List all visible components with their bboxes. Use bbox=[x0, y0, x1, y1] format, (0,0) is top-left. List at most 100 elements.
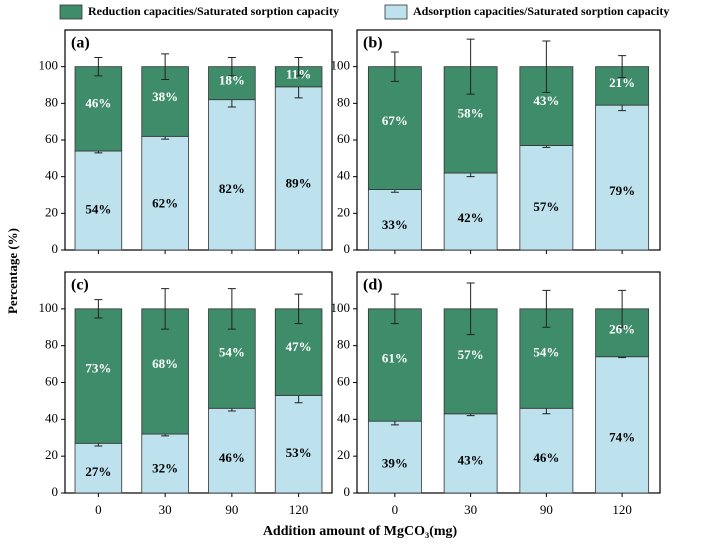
panel-label: (d) bbox=[363, 277, 383, 294]
error-bar bbox=[94, 57, 103, 77]
bar-segment bbox=[595, 104, 650, 251]
panel-label: (c) bbox=[71, 277, 89, 294]
y-tick-label: 60 bbox=[337, 373, 350, 388]
value-label: 33% bbox=[382, 217, 408, 232]
y-tick-label: 60 bbox=[45, 131, 58, 146]
value-label: 26% bbox=[609, 321, 635, 336]
error-bar bbox=[94, 299, 103, 319]
value-label: 11% bbox=[286, 67, 311, 82]
value-label: 79% bbox=[609, 183, 635, 198]
y-tick-label: 0 bbox=[344, 484, 351, 499]
value-label: 21% bbox=[609, 75, 635, 90]
legend-swatch bbox=[59, 4, 83, 20]
bar-segment bbox=[367, 189, 422, 251]
y-tick-label: 0 bbox=[344, 241, 351, 256]
panel-label: (b) bbox=[363, 35, 383, 52]
value-label: 47% bbox=[286, 339, 312, 354]
value-label: 54% bbox=[85, 201, 111, 216]
error-bar bbox=[161, 288, 170, 330]
y-tick-label: 0 bbox=[52, 241, 59, 256]
y-tick-label: 100 bbox=[331, 300, 351, 315]
value-label: 27% bbox=[85, 464, 111, 479]
value-label: 43% bbox=[533, 93, 559, 108]
bar-segment bbox=[367, 66, 422, 190]
error-bar bbox=[161, 53, 170, 80]
error-bar bbox=[294, 57, 303, 77]
value-label: 68% bbox=[152, 356, 178, 371]
error-bar bbox=[542, 40, 551, 93]
value-label: 43% bbox=[458, 452, 484, 467]
value-label: 18% bbox=[219, 73, 245, 88]
x-tick-label: 120 bbox=[289, 502, 309, 517]
legend-swatch bbox=[384, 4, 408, 20]
error-bar bbox=[227, 57, 236, 77]
bar-segment bbox=[208, 407, 256, 494]
bar-segment bbox=[208, 99, 256, 251]
error-bar bbox=[390, 51, 399, 82]
y-tick-label: 40 bbox=[45, 168, 58, 183]
error-bar bbox=[227, 288, 236, 330]
y-tick-label: 60 bbox=[337, 131, 350, 146]
bar-segment bbox=[367, 420, 422, 494]
y-tick-label: 0 bbox=[52, 484, 59, 499]
bar-segment bbox=[443, 413, 498, 494]
bar-segment bbox=[141, 135, 189, 251]
y-tick-label: 100 bbox=[39, 58, 59, 73]
x-tick-label: 90 bbox=[225, 502, 238, 517]
value-label: 62% bbox=[152, 196, 178, 211]
value-label: 42% bbox=[458, 210, 484, 225]
y-tick-label: 40 bbox=[45, 410, 58, 425]
legend-label: Adsorption capacities/Saturated sorption… bbox=[413, 4, 669, 18]
y-tick-label: 20 bbox=[337, 447, 350, 462]
bar-segment bbox=[74, 66, 123, 152]
value-label: 58% bbox=[458, 106, 484, 121]
value-label: 53% bbox=[286, 445, 312, 460]
panel-label: (a) bbox=[71, 35, 90, 52]
value-label: 46% bbox=[219, 450, 245, 465]
error-bar bbox=[390, 293, 399, 325]
bar-segment bbox=[519, 407, 574, 494]
y-tick-label: 20 bbox=[337, 204, 350, 219]
value-label: 57% bbox=[533, 199, 559, 214]
bar-segment bbox=[274, 394, 323, 494]
y-axis-label: Percentage (%) bbox=[5, 228, 20, 314]
value-label: 61% bbox=[382, 350, 408, 365]
bar-segment bbox=[74, 308, 123, 444]
value-label: 54% bbox=[219, 345, 245, 360]
x-tick-label: 0 bbox=[95, 502, 102, 517]
error-bar bbox=[466, 38, 475, 95]
y-tick-label: 100 bbox=[39, 300, 59, 315]
value-label: 89% bbox=[286, 176, 312, 191]
bar-segment bbox=[141, 433, 189, 494]
bar-segment bbox=[367, 308, 422, 422]
y-tick-label: 20 bbox=[45, 204, 58, 219]
value-label: 67% bbox=[382, 113, 408, 128]
value-label: 38% bbox=[152, 89, 178, 104]
x-tick-label: 0 bbox=[392, 502, 399, 517]
value-label: 54% bbox=[533, 345, 559, 360]
error-bar bbox=[542, 289, 551, 328]
y-tick-label: 100 bbox=[331, 58, 351, 73]
bar-segment bbox=[274, 86, 323, 251]
x-tick-label: 90 bbox=[540, 502, 553, 517]
y-tick-label: 60 bbox=[45, 373, 58, 388]
y-tick-label: 80 bbox=[45, 94, 58, 109]
y-tick-label: 40 bbox=[337, 410, 350, 425]
value-label: 46% bbox=[533, 450, 559, 465]
bar-segment bbox=[519, 145, 574, 251]
x-tick-label: 120 bbox=[612, 502, 632, 517]
bar-segment bbox=[443, 172, 498, 251]
value-label: 46% bbox=[85, 96, 111, 111]
y-tick-label: 80 bbox=[45, 337, 58, 352]
value-label: 57% bbox=[458, 347, 484, 362]
x-tick-label: 30 bbox=[464, 502, 477, 517]
x-tick-label: 30 bbox=[159, 502, 172, 517]
value-label: 74% bbox=[609, 429, 635, 444]
value-label: 73% bbox=[85, 360, 111, 375]
legend-label: Reduction capacities/Saturated sorption … bbox=[88, 4, 339, 18]
bar-segment bbox=[595, 356, 650, 494]
bar-segment bbox=[74, 442, 123, 494]
y-tick-label: 80 bbox=[337, 337, 350, 352]
value-label: 39% bbox=[382, 455, 408, 470]
